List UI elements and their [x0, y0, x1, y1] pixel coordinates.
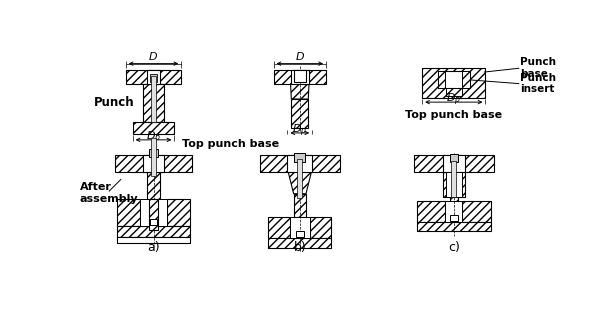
Bar [268, 217, 290, 238]
Bar [148, 70, 160, 84]
Bar [414, 155, 494, 172]
Bar [450, 215, 458, 221]
Bar [445, 201, 462, 222]
Bar [260, 155, 340, 172]
Text: $D_p$: $D_p$ [292, 123, 307, 139]
Bar [443, 155, 464, 172]
Polygon shape [290, 84, 309, 99]
Bar [149, 74, 157, 82]
Text: Punch
base: Punch base [520, 57, 556, 79]
Bar [295, 153, 305, 162]
Bar [115, 155, 192, 172]
Bar [310, 217, 331, 238]
Bar [437, 71, 445, 88]
Bar [149, 149, 158, 157]
Bar [450, 154, 458, 162]
Bar [451, 161, 456, 197]
Bar [143, 155, 164, 172]
Bar [446, 172, 461, 197]
Bar [151, 138, 156, 176]
Bar [422, 68, 485, 97]
Bar [167, 199, 190, 226]
Bar [292, 99, 308, 128]
Bar [274, 70, 326, 84]
Bar [446, 88, 461, 96]
Bar [417, 222, 491, 232]
Text: $D_p$: $D_p$ [146, 129, 161, 146]
Bar [140, 199, 167, 226]
Bar [290, 70, 309, 84]
Bar [151, 76, 156, 122]
Bar [126, 70, 181, 84]
Bar [143, 84, 164, 122]
Bar [116, 199, 140, 226]
Bar [437, 71, 470, 88]
Text: b): b) [293, 241, 306, 254]
Bar [298, 159, 302, 197]
Bar [290, 217, 310, 238]
Text: $D$: $D$ [148, 50, 158, 62]
Bar [293, 70, 306, 82]
Bar [146, 172, 160, 199]
Text: a): a) [147, 241, 160, 254]
Bar [443, 172, 464, 197]
Text: Punch
insert: Punch insert [520, 73, 556, 95]
Text: Punch: Punch [94, 95, 134, 109]
Text: $D$: $D$ [295, 50, 305, 62]
Text: Top punch base: Top punch base [405, 110, 502, 120]
Bar [417, 201, 445, 222]
Bar [133, 122, 174, 134]
Text: Top punch base: Top punch base [182, 139, 279, 149]
Bar [116, 237, 190, 243]
Polygon shape [288, 172, 311, 194]
Bar [293, 194, 306, 217]
Text: c): c) [448, 241, 460, 254]
Bar [149, 199, 158, 230]
Bar [462, 201, 491, 222]
Bar [149, 219, 157, 225]
Bar [268, 238, 331, 248]
Bar [287, 155, 312, 172]
Bar [462, 71, 470, 88]
Text: $D_p$: $D_p$ [446, 92, 461, 108]
Bar [450, 197, 458, 229]
Text: After
assembly: After assembly [80, 182, 138, 204]
Bar [296, 232, 304, 237]
Bar [116, 226, 190, 237]
